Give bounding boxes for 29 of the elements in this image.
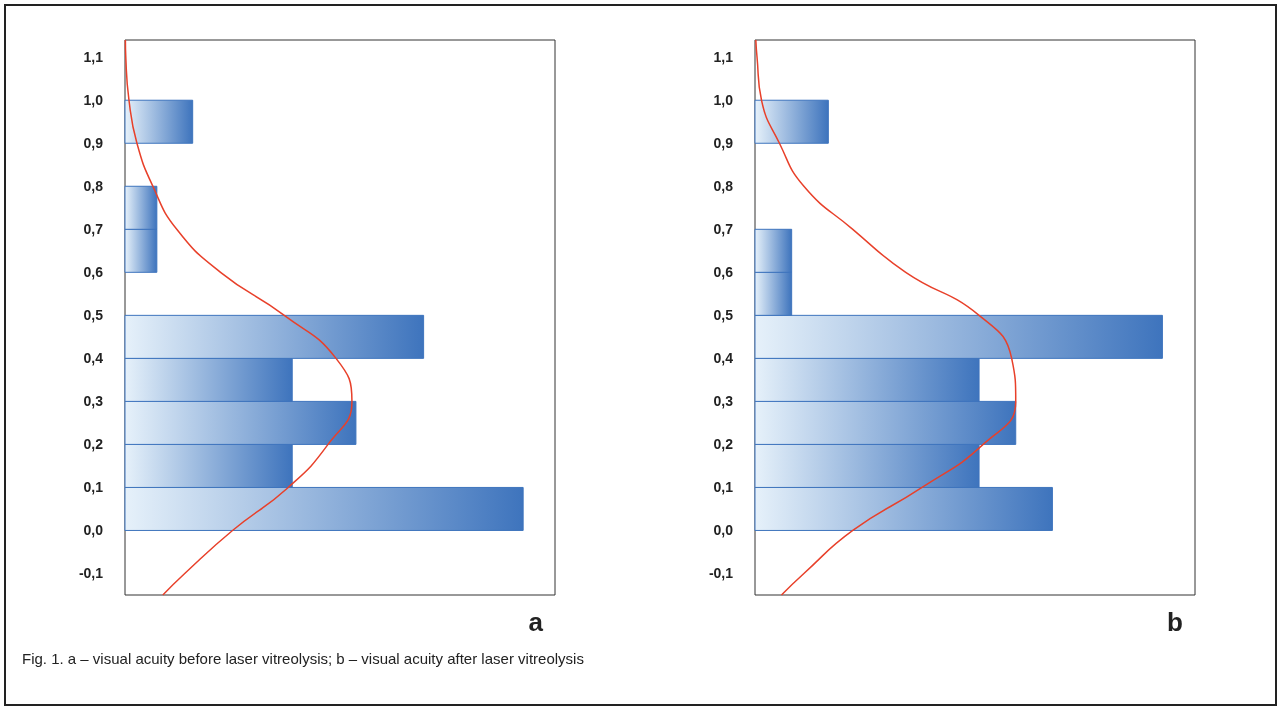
y-tick-label: 1,1 xyxy=(83,49,104,66)
y-tick-label: 0,5 xyxy=(713,307,734,324)
y-tick-label: 0,7 xyxy=(713,221,734,238)
y-tick-label: 0,4 xyxy=(83,350,104,367)
y-tick-label: 0,0 xyxy=(713,522,734,539)
y-tick-label: 1,1 xyxy=(713,49,734,66)
text: b xyxy=(1167,607,1183,638)
y-tick-label: -0,1 xyxy=(78,565,104,582)
y-tick-label: 1,0 xyxy=(713,92,734,109)
y-tick-label: 0,9 xyxy=(713,135,734,152)
y-tick-label: 0,2 xyxy=(83,436,104,453)
y-tick-label: 0,8 xyxy=(713,178,734,195)
y-tick-label: 0,0 xyxy=(83,522,104,539)
y-tick-label: 0,5 xyxy=(83,307,104,324)
y-tick-label: 0,3 xyxy=(83,393,104,410)
y-tick-label: 0,9 xyxy=(83,135,104,152)
y-tick-label: -0,1 xyxy=(708,565,734,582)
y-tick-label: 0,4 xyxy=(713,350,734,367)
y-tick-label: 0,6 xyxy=(83,264,104,281)
y-tick-label: 0,1 xyxy=(83,479,104,496)
text: a xyxy=(528,607,543,638)
y-tick-label: 1,0 xyxy=(83,92,104,109)
y-tick-label: 0,1 xyxy=(713,479,734,496)
y-tick-label: 0,6 xyxy=(713,264,734,281)
y-tick-label: 0,3 xyxy=(713,393,734,410)
y-tick-label: 0,7 xyxy=(83,221,104,238)
y-tick-label: 0,2 xyxy=(713,436,734,453)
y-tick-label: 0,8 xyxy=(83,178,104,195)
caption: Fig. 1. a – visual acuity before laser vitreolysis; b – visual acuity after laser vitreolysis xyxy=(22,650,584,667)
